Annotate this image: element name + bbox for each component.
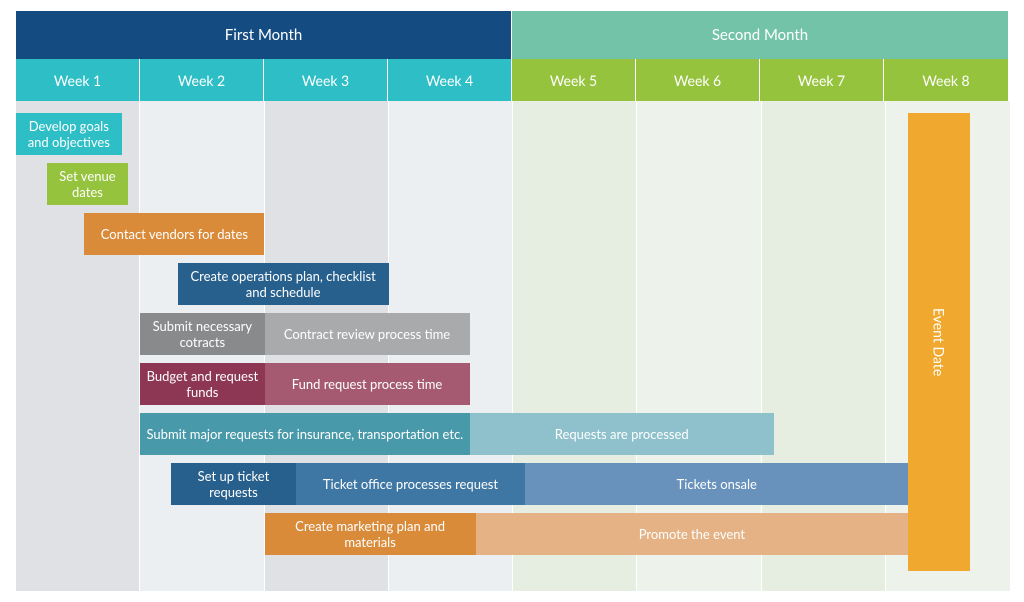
gantt-bar: Submit necessary cotracts: [140, 313, 264, 355]
gantt-bar: Fund request process time: [265, 363, 470, 405]
gantt-row: Create operations plan, checklist and sc…: [16, 263, 1008, 309]
week-header: Week 6: [636, 59, 760, 101]
month-header: First Month: [16, 11, 512, 59]
gantt-bar: Tickets onsale: [525, 463, 908, 505]
week-header-row: Week 1Week 2Week 3Week 4Week 5Week 6Week…: [16, 59, 1008, 101]
gantt-bar: Set venue dates: [47, 163, 128, 205]
month-header: Second Month: [512, 11, 1008, 59]
week-header: Week 7: [760, 59, 884, 101]
gantt-row: Submit major requests for insurance, tra…: [16, 413, 1008, 459]
gantt-bar: Contact vendors for dates: [84, 213, 264, 255]
gantt-bar: Create marketing plan and materials: [265, 513, 476, 555]
event-date-bar: Event Date: [908, 113, 970, 571]
gantt-row: Set up ticket requestsTicket office proc…: [16, 463, 1008, 509]
gantt-bar: Promote the event: [476, 513, 908, 555]
gantt-bar: Set up ticket requests: [171, 463, 295, 505]
gantt-row: Contact vendors for dates: [16, 213, 1008, 259]
week-header: Week 2: [140, 59, 264, 101]
gantt-row: Set venue dates: [16, 163, 1008, 209]
gantt-row: Submit necessary cotractsContract review…: [16, 313, 1008, 359]
gantt-body: Develop goals and objectives Set venue da…: [16, 101, 1008, 591]
gantt-bar: Requests are processed: [470, 413, 774, 455]
gantt-bar: Create operations plan, checklist and sc…: [178, 263, 389, 305]
gantt-row: Create marketing plan and materialsPromo…: [16, 513, 1008, 559]
gantt-bar: Submit major requests for insurance, tra…: [140, 413, 469, 455]
gantt-bar: Develop goals and objectives: [16, 113, 122, 155]
month-header-row: First MonthSecond Month: [16, 11, 1008, 59]
gantt-bar: Contract review process time: [265, 313, 470, 355]
week-header: Week 3: [264, 59, 388, 101]
gantt-chart: First MonthSecond Month Week 1Week 2Week…: [15, 10, 1009, 592]
week-header: Week 1: [16, 59, 140, 101]
week-header: Week 5: [512, 59, 636, 101]
gantt-row: Budget and request fundsFund request pro…: [16, 363, 1008, 409]
week-header: Week 8: [884, 59, 1008, 101]
gantt-tasks: Develop goals and objectives Set venue da…: [16, 101, 1008, 583]
gantt-row: Develop goals and objectives: [16, 113, 1008, 159]
gantt-bar: Ticket office processes request: [296, 463, 526, 505]
gantt-bar: Budget and request funds: [140, 363, 264, 405]
week-header: Week 4: [388, 59, 512, 101]
